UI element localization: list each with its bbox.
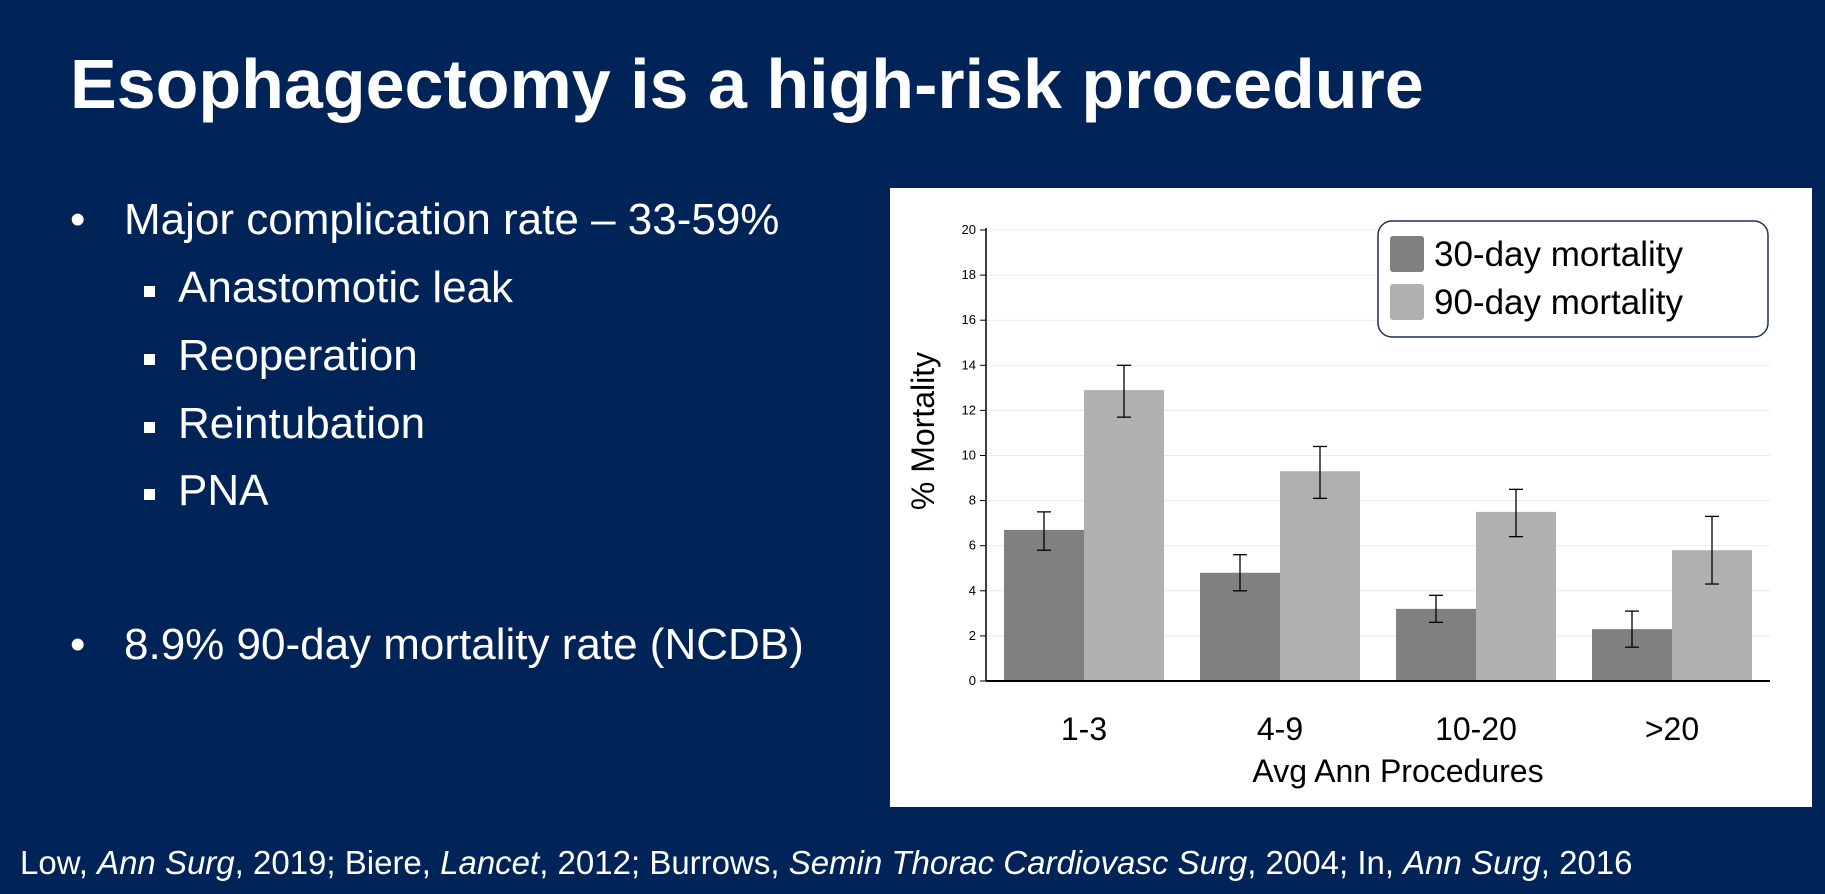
sub-bullet-text: Reintubation	[178, 399, 426, 448]
bullet-text: 8.9% 90-day mortality rate (NCDB)	[124, 620, 804, 669]
citation-journal: Lancet	[440, 844, 540, 881]
citation-author: Biere,	[344, 844, 441, 881]
x-axis-label: Avg Ann Procedures	[1252, 753, 1543, 789]
legend-swatch	[1390, 236, 1424, 272]
x-tick-label: 1-3	[1061, 711, 1107, 747]
slide-title: Esophagectomy is a high-risk procedure	[70, 45, 1424, 123]
square-bullet-icon	[144, 422, 155, 433]
citation-year: , 2016	[1540, 844, 1633, 881]
y-tick-label: 12	[962, 402, 976, 417]
sub-bullet-text: Anastomotic leak	[178, 263, 514, 312]
y-tick-label: 0	[969, 673, 976, 688]
citation: Low, Ann Surg, 2019; Biere, Lancet, 2012…	[20, 844, 1633, 882]
y-tick-label: 8	[969, 493, 976, 508]
y-tick-label: 16	[962, 312, 976, 327]
bullet-dot-icon: •	[70, 195, 86, 244]
chart-svg: 0 2 4 6 8 10 12 14 16 18 20 1-3 4-9 10-20 >20 Avg Ann P…	[905, 220, 1770, 789]
bar	[1004, 529, 1084, 681]
y-axis-label: % Mortality	[905, 352, 941, 510]
bar	[1476, 511, 1556, 681]
legend-label: 90-day mortality	[1434, 283, 1683, 322]
citation-journal: Ann Surg	[97, 844, 235, 881]
bullet-dot-icon: •	[70, 620, 86, 669]
legend-swatch	[1390, 284, 1424, 320]
bar	[1280, 471, 1360, 681]
bar	[1084, 390, 1164, 681]
y-tick-label: 10	[962, 448, 976, 463]
sub-bullet-text: PNA	[178, 466, 269, 515]
square-bullet-icon	[144, 489, 155, 500]
citation-author: Low,	[20, 844, 98, 881]
sub-bullet-text: Reoperation	[178, 331, 418, 380]
legend-label: 30-day mortality	[1434, 235, 1683, 274]
citation-year: , 2019;	[234, 844, 345, 881]
legend-box	[1377, 220, 1769, 338]
bullet-text: Major complication rate – 33-59%	[124, 195, 780, 244]
square-bullet-icon	[144, 286, 155, 297]
x-tick-label: 10-20	[1435, 711, 1517, 747]
y-tick-label: 4	[969, 583, 976, 598]
x-tick-label: >20	[1645, 711, 1699, 747]
citation-year: , 2004;	[1247, 844, 1358, 881]
y-tick-label: 20	[962, 222, 976, 237]
y-tick-label: 6	[969, 538, 976, 553]
square-bullet-icon	[144, 354, 155, 365]
citation-journal: Ann Surg	[1403, 844, 1541, 881]
citation-author: Burrows,	[649, 844, 789, 881]
citation-author: In,	[1357, 844, 1404, 881]
citation-year: , 2012;	[539, 844, 650, 881]
citation-journal: Semin Thorac Cardiovasc Surg	[788, 844, 1248, 881]
y-tick-label: 18	[962, 267, 976, 282]
y-tick-label: 2	[969, 628, 976, 643]
x-tick-label: 4-9	[1257, 711, 1303, 747]
mortality-chart: 0 2 4 6 8 10 12 14 16 18 20 1-3 4-9 10-20 >20 Avg Ann P…	[890, 188, 1812, 807]
y-tick-label: 14	[962, 357, 976, 372]
